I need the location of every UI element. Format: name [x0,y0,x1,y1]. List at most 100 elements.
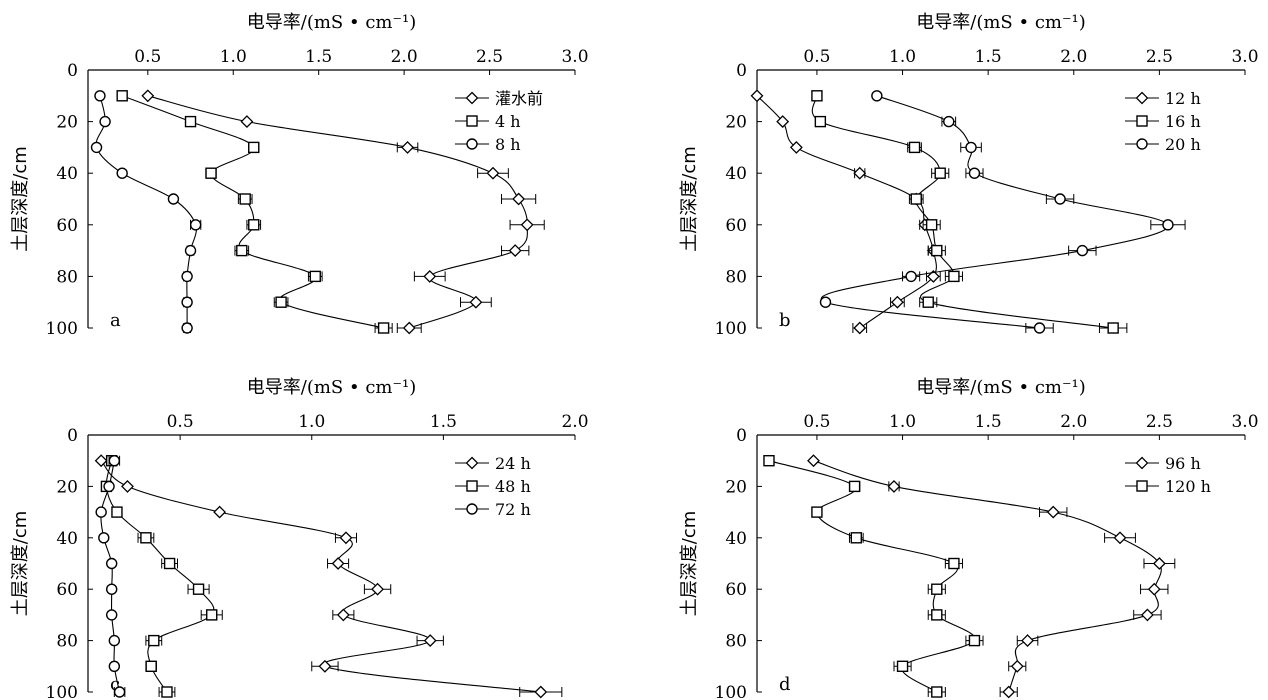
x-tick-label: 2.5 [1146,47,1173,67]
panel-label: a [110,310,121,331]
data-point [925,219,938,231]
data-point [968,167,981,179]
data-point [377,322,390,334]
y-tick-label: 40 [56,529,78,549]
data-point [248,219,260,231]
y-tick-label: 80 [56,632,78,652]
data-point [248,141,260,154]
data-point [309,270,321,283]
data-point [205,167,217,179]
data-point [1002,685,1016,699]
data-point [763,455,775,467]
data-point [105,609,118,621]
data-point [910,193,922,205]
data-point [750,89,764,103]
data-point [145,660,157,672]
y-axis-title: 土层深度/cm [10,511,31,617]
data-point [184,244,197,257]
x-tick-label: 3.0 [1231,47,1258,67]
data-point [121,479,134,493]
x-tick-label: 1.0 [220,47,247,67]
legend-marker [1135,456,1149,470]
data-point [931,583,943,595]
data-point [811,506,823,518]
y-tick-label: 60 [56,216,78,236]
data-point [948,557,960,570]
legend-marker [1136,480,1148,492]
data-point [140,532,152,544]
y-tick-label: 100 [715,683,747,700]
data-point [148,634,160,647]
data-point [534,685,548,699]
y-tick-label: 60 [725,216,747,236]
series-line [768,460,976,693]
y-tick-label: 100 [715,319,747,339]
y-tick-label: 20 [56,477,78,497]
data-point [108,660,121,672]
data-point [850,532,863,544]
x-tick-label: 3.0 [1231,412,1258,432]
legend-label: 96 h [1165,454,1201,473]
data-point [113,686,126,698]
data-point [776,115,790,129]
data-point [1162,219,1174,231]
data-point [1113,531,1127,545]
y-tick-label: 40 [56,164,78,184]
data-point [184,115,197,128]
data-point [934,167,946,179]
data-point [814,115,827,128]
chart-panel-d: 0.5 1.0 1.5 2.0 2.5 3.0 0 20 40 60 80 100 电导率/(mS • … [679,377,1259,700]
data-point [192,583,205,595]
panel-label: b [779,310,791,331]
series-circle [90,90,202,334]
legend-marker [1135,91,1149,105]
data-point [948,270,960,283]
legend-marker [466,115,478,127]
legend-label: 灌水前 [495,89,543,108]
data-point [1076,244,1089,257]
data-point [853,166,867,180]
data-point [90,141,103,154]
y-tick-label: 40 [725,529,747,549]
y-tick-label: 80 [725,632,747,652]
y-axis-title: 土层深度/cm [679,511,700,617]
panel-label: c [110,674,120,695]
series-line [820,95,1169,329]
data-point [848,480,861,493]
series-line [122,95,384,329]
x-tick-label: 2.0 [561,412,588,432]
y-tick-label: 100 [46,683,78,700]
y-tick-label: 0 [67,61,78,81]
chart-panel-a: 0.5 1.0 1.5 2.0 2.5 3.0 0 20 40 60 80 100 电导率/(mS • … [10,12,589,339]
data-point [240,115,254,129]
x-tick-label: 2.5 [1146,412,1173,432]
data-point [469,295,483,309]
x-tick-label: 2.0 [391,47,418,67]
data-point [105,557,118,570]
data-point [206,609,218,621]
data-point [931,686,943,698]
x-tick-label: 1.5 [975,47,1002,67]
data-point [402,321,416,335]
data-point [1054,193,1066,205]
x-tick-label: 1.0 [889,412,916,432]
x-tick-label: 0.5 [134,47,161,67]
data-point [807,454,820,468]
x-tick-label: 0.5 [803,47,830,67]
legend-marker [1136,115,1148,127]
x-axis-title: 电导率/(mS • cm⁻¹) [916,377,1085,398]
y-axis-title: 土层深度/cm [10,146,31,252]
data-point [520,218,534,232]
y-tick-label: 60 [56,580,78,600]
x-tick-label: 1.5 [975,412,1002,432]
data-point [181,270,193,283]
data-point [905,270,917,283]
data-point [401,140,414,154]
data-point [1107,322,1119,334]
y-tick-label: 40 [725,164,747,184]
data-point [1010,659,1024,673]
data-point [275,296,287,308]
series-line [147,95,528,329]
data-point [908,141,921,154]
